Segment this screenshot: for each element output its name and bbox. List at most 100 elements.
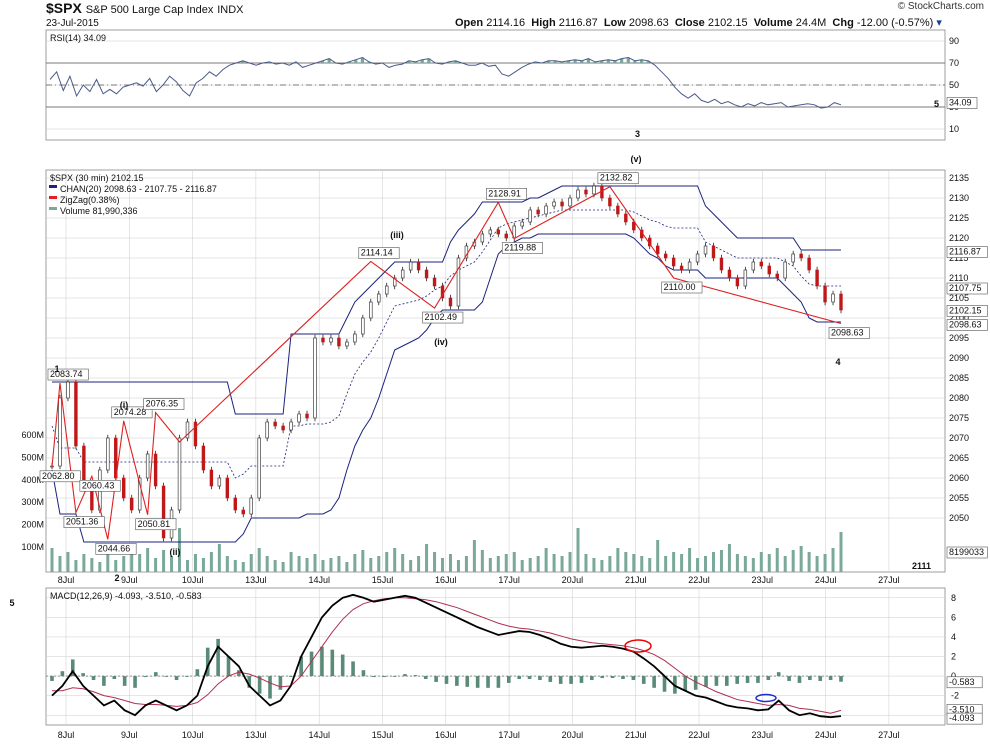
price-x-label: 15Jul xyxy=(372,575,394,585)
volume-bar xyxy=(241,562,245,572)
macd-histogram-bar xyxy=(808,676,812,680)
macd-histogram-bar xyxy=(828,676,833,680)
volume-bar xyxy=(361,550,365,572)
price-bar-body xyxy=(719,257,724,271)
volume-value: 24.4M xyxy=(795,17,827,29)
macd-histogram-bar xyxy=(600,676,605,679)
macd-x-label: 15Jul xyxy=(372,730,394,740)
volume-bar xyxy=(839,532,843,572)
price-bar-body xyxy=(632,221,636,231)
price-bar-body xyxy=(58,397,62,467)
volume-bar xyxy=(656,540,660,572)
price-panel-frame xyxy=(45,169,946,573)
macd-histogram-bar xyxy=(725,676,729,686)
volume-bar xyxy=(321,560,325,572)
price-bar-body xyxy=(66,381,70,399)
price-bar-body xyxy=(161,485,166,539)
price-bar-body xyxy=(305,413,309,419)
wave-label-0: 1 xyxy=(54,364,59,374)
volume-bar xyxy=(74,560,78,572)
legend-volume-swatch xyxy=(49,207,57,210)
wave-label-4: (iii) xyxy=(390,230,404,240)
price-annotation: 2050.81 xyxy=(138,519,171,529)
volume-bar xyxy=(664,556,668,572)
price-annotation: 2074.28 xyxy=(114,407,147,417)
price-bar-body xyxy=(831,293,835,303)
price-bar-body xyxy=(687,261,692,271)
price-bar-body xyxy=(568,197,572,207)
volume-bar xyxy=(568,552,572,572)
macd-histogram-bar xyxy=(268,676,272,699)
macd-title: MACD(12,26,9) -4.093, -3.510, -0.583 xyxy=(50,591,202,601)
price-bar-body xyxy=(799,253,803,259)
macd-histogram-bar xyxy=(60,671,65,677)
macd-histogram-bar xyxy=(444,676,449,684)
price-x-label: 10Jul xyxy=(182,575,204,585)
price-bar-body xyxy=(767,265,771,275)
price-bar-body xyxy=(432,277,437,287)
volume-bar xyxy=(257,548,261,572)
price-tick-label: 2135 xyxy=(949,173,969,183)
macd-histogram-bar xyxy=(226,656,231,677)
zigzag-line xyxy=(51,186,842,540)
price-annotation-box xyxy=(486,188,528,200)
macd-histogram-bar xyxy=(610,676,615,679)
macd-histogram-bar xyxy=(465,676,470,687)
macd-histogram-bar xyxy=(652,676,656,688)
price-bar-body xyxy=(703,245,708,255)
macd-x-label: 14Jul xyxy=(308,730,330,740)
volume-label: Volume xyxy=(753,17,793,29)
macd-histogram-bar xyxy=(818,676,823,681)
volume-bar xyxy=(337,556,341,572)
price-bar-body xyxy=(655,245,660,255)
price-bar-body xyxy=(448,297,453,307)
price-bar-body xyxy=(185,421,190,439)
volume-bar xyxy=(688,548,692,572)
chg-value: -12.00 (-0.57%) xyxy=(856,17,934,29)
volume-bar xyxy=(759,552,763,572)
chg-dropdown-icon[interactable]: ▾ xyxy=(936,17,942,29)
macd-x-label: 23Jul xyxy=(752,730,774,740)
price-bar-body xyxy=(321,337,325,343)
chart-header: $SPX S&P 500 Large Cap Index INDX 23-Jul… xyxy=(0,0,990,30)
macd-bearish-cross-marker xyxy=(624,639,652,653)
price-bar-body xyxy=(504,233,508,239)
macd-last-histogram: -0.583 xyxy=(949,677,975,687)
legend-zigzag-swatch xyxy=(49,196,57,199)
macd-histogram-bar xyxy=(330,649,335,677)
chart-date: 23-Jul-2015 xyxy=(46,18,99,29)
rsi-tick-label: 50 xyxy=(949,80,959,90)
price-annotation-box xyxy=(63,516,105,528)
wave-label-2: (i) xyxy=(120,400,129,410)
volume-bar xyxy=(767,554,771,572)
price-annotation-box xyxy=(39,470,81,483)
macd-histogram-bar xyxy=(112,676,117,680)
legend-chan: CHAN(20) 2098.63 - 2107.75 - 2116.87 xyxy=(60,184,217,194)
price-right-label-upper-box xyxy=(946,246,988,258)
macd-histogram-bar xyxy=(839,676,843,682)
price-bar-body xyxy=(249,497,253,515)
macd-histogram-bar xyxy=(745,676,750,683)
macd-tick-label: 4 xyxy=(951,632,956,642)
macd-histogram-bar xyxy=(621,676,625,680)
price-bar-body xyxy=(400,269,405,279)
macd-histogram-bar xyxy=(382,676,387,678)
macd-histogram-bar xyxy=(704,676,708,687)
price-bar-body xyxy=(289,421,293,431)
price-bar-body xyxy=(751,261,756,271)
macd-histogram-bar xyxy=(590,676,594,680)
price-bar-body xyxy=(584,189,588,195)
macd-histogram-bar xyxy=(257,676,262,694)
macd-histogram-bar xyxy=(776,672,781,677)
price-right-label-mid-box xyxy=(946,282,988,295)
volume-bar xyxy=(305,558,309,572)
volume-bar xyxy=(281,562,285,572)
volume-bar xyxy=(313,554,317,572)
close-value: 2102.15 xyxy=(707,17,748,29)
volume-bar xyxy=(265,556,269,572)
price-x-label: 21Jul xyxy=(625,575,647,585)
price-annotation: 2076.35 xyxy=(146,399,179,409)
macd-tick-label: 2 xyxy=(951,652,956,662)
price-bar-body xyxy=(177,437,182,511)
macd-histogram-bar xyxy=(91,676,96,680)
